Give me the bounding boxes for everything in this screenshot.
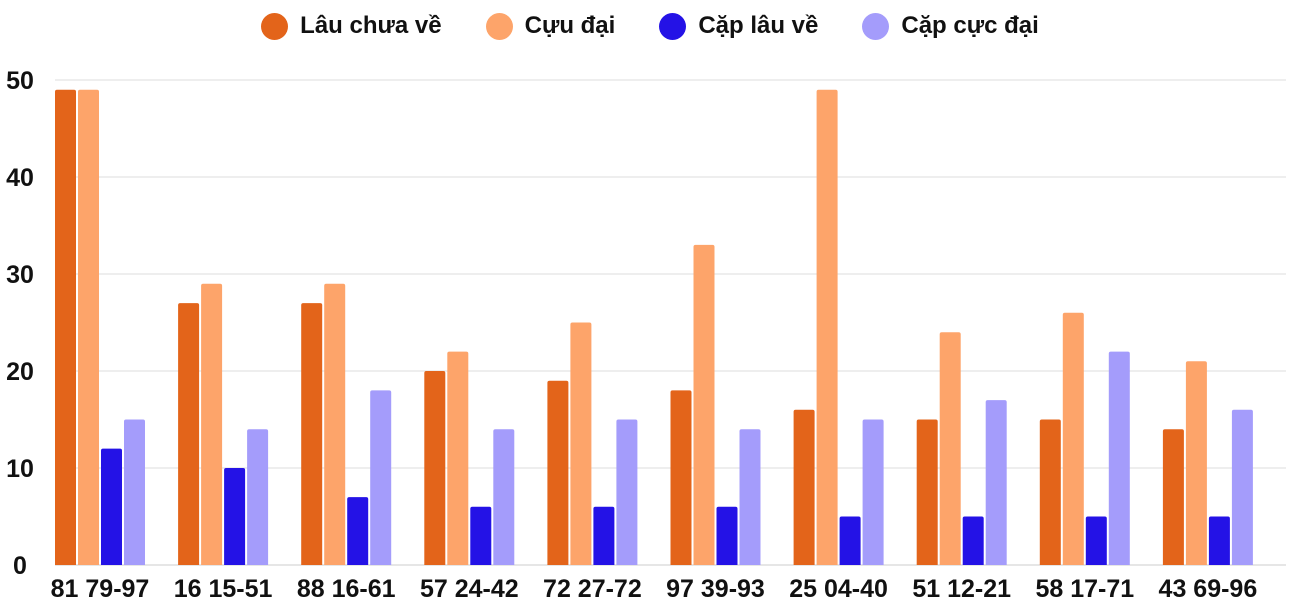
bar-cap-cuc-dai-8[interactable] — [985, 400, 1007, 565]
x-tick-label: 57 24-42 — [420, 575, 519, 600]
bar-cap-lau-ve-5[interactable] — [593, 506, 615, 565]
y-tick-label: 0 — [13, 552, 27, 580]
bar-cap-lau-ve-1[interactable] — [101, 448, 122, 565]
bar-lau-chua-ve-7[interactable] — [793, 409, 815, 565]
x-tick-label: 16 15-51 — [174, 575, 273, 600]
bar-cap-lau-ve-9[interactable] — [1085, 516, 1107, 566]
bar-cap-cuc-dai-4[interactable] — [493, 429, 515, 565]
legend-swatch-cap-cuc-dai — [862, 12, 890, 40]
legend-label-cap-lau-ve: Cặp lâu về — [698, 12, 819, 39]
legend-item-lau-chua-ve[interactable]: Lâu chưa về — [261, 12, 442, 40]
bar-cap-cuc-dai-1[interactable] — [124, 419, 145, 566]
y-tick-label: 40 — [6, 164, 34, 192]
x-tick-label: 51 12-21 — [912, 575, 1011, 600]
bar-cap-lau-ve-10[interactable] — [1208, 516, 1230, 566]
y-tick-label: 10 — [6, 455, 34, 483]
bar-cap-lau-ve-2[interactable] — [224, 468, 246, 565]
bar-cap-cuc-dai-3[interactable] — [370, 390, 392, 565]
x-tick-label: 81 79-97 — [51, 575, 150, 600]
bar-cuu-dai-3[interactable] — [324, 283, 346, 565]
bar-cap-lau-ve-3[interactable] — [347, 497, 369, 565]
bar-lau-chua-ve-2[interactable] — [178, 303, 200, 565]
bar-cap-cuc-dai-5[interactable] — [616, 419, 638, 566]
bar-cuu-dai-2[interactable] — [201, 283, 223, 565]
bar-lau-chua-ve-1[interactable] — [55, 89, 76, 565]
bar-lau-chua-ve-6[interactable] — [670, 390, 692, 565]
x-tick-label: 72 27-72 — [543, 575, 642, 600]
legend-swatch-cap-lau-ve — [659, 12, 687, 40]
y-axis-ticks: 0 10 20 30 40 50 — [6, 67, 34, 580]
x-tick-label: 97 39-93 — [666, 575, 765, 600]
legend-item-cuu-dai[interactable]: Cựu đại — [485, 12, 616, 40]
bar-cap-cuc-dai-9[interactable] — [1108, 351, 1130, 565]
legend-item-cap-lau-ve[interactable]: Cặp lâu về — [659, 12, 818, 40]
bar-cuu-dai-10[interactable] — [1185, 361, 1207, 565]
y-tick-label: 50 — [6, 67, 34, 95]
bar-cap-lau-ve-4[interactable] — [470, 506, 492, 565]
legend-label-cap-cuc-dai: Cặp cực đại — [901, 12, 1039, 39]
bar-cuu-dai-4[interactable] — [447, 351, 469, 565]
bar-cuu-dai-1[interactable] — [78, 89, 99, 565]
bar-cuu-dai-9[interactable] — [1062, 312, 1084, 565]
bar-lau-chua-ve-4[interactable] — [424, 371, 446, 565]
bar-cap-cuc-dai-6[interactable] — [739, 429, 761, 565]
x-tick-label: 43 69-96 — [1159, 575, 1258, 600]
x-axis-ticks: 81 79-97 16 15-51 88 16-61 57 24-42 72 27-72… — [51, 575, 1258, 600]
bar-lau-chua-ve-3[interactable] — [301, 303, 323, 565]
x-tick-label: 25 04-40 — [789, 575, 888, 600]
x-tick-label: 58 17-71 — [1035, 575, 1134, 600]
x-tick-label: 88 16-61 — [297, 575, 396, 600]
bars — [55, 89, 1253, 566]
bar-cap-lau-ve-6[interactable] — [716, 506, 738, 565]
legend-item-cap-cuc-dai[interactable]: Cặp cực đại — [862, 12, 1039, 40]
bar-cuu-dai-7[interactable] — [816, 89, 838, 565]
bar-lau-chua-ve-8[interactable] — [916, 419, 938, 566]
y-tick-label: 20 — [6, 358, 34, 386]
bar-cap-cuc-dai-7[interactable] — [862, 419, 884, 566]
bar-cap-cuc-dai-2[interactable] — [247, 429, 269, 565]
bar-cuu-dai-5[interactable] — [570, 322, 592, 566]
y-tick-label: 30 — [6, 261, 34, 289]
bar-cap-lau-ve-8[interactable] — [962, 516, 984, 566]
bar-cap-cuc-dai-10[interactable] — [1231, 409, 1253, 565]
bar-cuu-dai-6[interactable] — [693, 244, 715, 565]
chart-legend: Lâu chưa về Cựu đại Cặp lâu về Cặp cực đ… — [0, 12, 1300, 40]
legend-label-lau-chua-ve: Lâu chưa về — [300, 12, 442, 39]
legend-label-cuu-dai: Cựu đại — [524, 12, 616, 39]
bar-lau-chua-ve-9[interactable] — [1039, 419, 1061, 566]
bar-lau-chua-ve-5[interactable] — [547, 380, 569, 565]
bar-cuu-dai-8[interactable] — [939, 332, 961, 565]
legend-swatch-cuu-dai — [485, 12, 513, 40]
bar-cap-lau-ve-7[interactable] — [839, 516, 861, 566]
legend-swatch-lau-chua-ve — [261, 12, 289, 40]
bar-lau-chua-ve-10[interactable] — [1162, 429, 1184, 565]
